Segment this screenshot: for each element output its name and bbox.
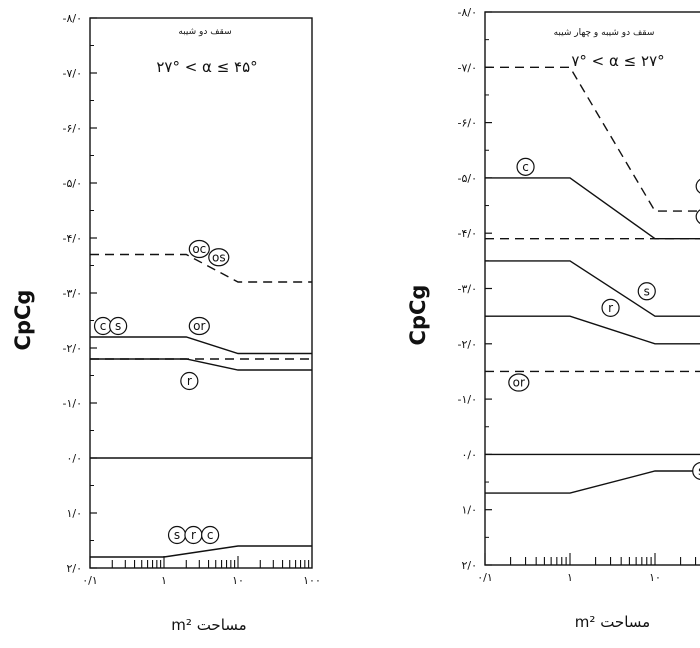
y-tick-label: ۱/۰ xyxy=(66,507,82,520)
x-tick-label: ۱۰ xyxy=(232,574,244,587)
series-tag-label: r xyxy=(187,374,192,388)
series-tag-label: r xyxy=(191,528,196,542)
y-tick-label: -۸/۰ xyxy=(458,6,478,19)
y-axis-label: CpCg xyxy=(11,290,35,351)
series-tag-circle xyxy=(508,373,530,392)
series-line-oc-os xyxy=(90,253,312,283)
series-tag-label: s xyxy=(174,528,180,542)
y-tick-label: -۶/۰ xyxy=(63,122,83,135)
series-tag-label: c xyxy=(522,160,529,174)
series-line-s-r-c xyxy=(90,545,312,558)
chart-panel-1: -۸/۰ -۷/۰ -۶/۰ -۵/۰ -۴/۰ -۳/۰ -۲/۰ -۱/۰ ۰/۰ ۱/۰ ۲/… xyxy=(11,12,321,634)
y-tick-label: -۵/۰ xyxy=(63,177,83,190)
y-tick-label: ۲/۰ xyxy=(461,559,477,572)
y-tick-label: -۶/۰ xyxy=(458,117,478,130)
x-axis-label: m² مساحت xyxy=(171,616,246,634)
x-tick-label: ۰/۱ xyxy=(82,574,98,587)
y-tick-label: ۰/۰ xyxy=(461,448,477,461)
series-tag-circle xyxy=(516,157,535,176)
series-line-c xyxy=(485,177,700,240)
series-tag-label: c xyxy=(100,319,107,333)
y-tick-label: ۱/۰ xyxy=(461,504,477,517)
y-tick-label: -۷/۰ xyxy=(458,61,478,74)
y-tick-label: -۱/۰ xyxy=(458,393,478,406)
series-tag-circle xyxy=(208,248,230,267)
series-tag-circle xyxy=(637,282,656,301)
series-tag-circle xyxy=(692,461,700,481)
y-tick-label: -۵/۰ xyxy=(458,172,478,185)
series-tag-circle xyxy=(188,316,210,336)
series-tag-circle xyxy=(695,209,700,225)
y-tick-label: ۰/۰ xyxy=(66,452,82,465)
series-tag-circle xyxy=(188,239,210,259)
y-axis-label: CpCg xyxy=(406,285,430,346)
series-line-r xyxy=(90,358,312,371)
x-tick-label: ۱۰۰ xyxy=(303,574,321,587)
plot-frame xyxy=(89,17,313,569)
y-tick-label: -۴/۰ xyxy=(458,227,478,240)
series-tag-label: oc xyxy=(192,242,206,256)
series-line-c-s xyxy=(90,336,312,355)
x-tick-label: ۱ xyxy=(567,571,573,584)
x-tick-label: ۱ xyxy=(161,574,167,587)
series-tag-circle xyxy=(601,298,620,317)
series-tag-circle xyxy=(180,371,199,391)
series-tag-label: s xyxy=(644,284,650,298)
series-tag-circle xyxy=(695,178,700,194)
series-tag-label: or xyxy=(513,376,525,390)
y-tick-label: ۲/۰ xyxy=(66,562,82,575)
panel-title: سقف دو شیبه و چهار شیبه xyxy=(554,28,655,38)
x-axis-label: m² مساحت xyxy=(575,613,650,631)
series-tag-label: or xyxy=(193,319,205,333)
x-tick-label: ۰/۱ xyxy=(477,571,493,584)
x-tick-label: ۱۰ xyxy=(649,571,661,584)
series-tag-circle xyxy=(201,525,220,545)
series-tag-label: r xyxy=(608,301,613,315)
y-tick-label: -۳/۰ xyxy=(458,283,478,296)
plot-frame xyxy=(484,11,700,566)
angle-range: ۷° < α ≤ ۲۷° xyxy=(571,52,664,70)
series-tag-label: c xyxy=(207,528,214,542)
y-tick-label: -۴/۰ xyxy=(63,232,83,245)
series-line-oc xyxy=(485,66,700,212)
y-tick-label: -۲/۰ xyxy=(458,338,478,351)
series-tag-circle xyxy=(109,316,128,336)
series-line-r xyxy=(485,315,700,345)
series-line-s-r-c xyxy=(485,470,700,494)
panel-title: سقف دو شیبه xyxy=(178,27,231,37)
y-tick-label: -۳/۰ xyxy=(63,287,83,300)
series-line-s xyxy=(485,260,700,317)
chart-panel-2: -۸/۰ -۷/۰ -۶/۰ -۵/۰ -۴/۰ -۳/۰ -۲/۰ -۱/۰ ۰/۰ ۱/۰ ۲/… xyxy=(406,6,700,631)
y-tick-label: -۸/۰ xyxy=(63,12,83,25)
series-tag-label: s xyxy=(698,464,700,478)
y-tick-label: -۱/۰ xyxy=(63,397,83,410)
series-tag-label: s xyxy=(115,319,121,333)
series-tag-label: os xyxy=(212,250,226,264)
y-tick-label: -۷/۰ xyxy=(63,67,83,80)
y-tick-label: -۲/۰ xyxy=(63,342,83,355)
angle-range: ۲۷° < α ≤ ۴۵° xyxy=(156,58,257,76)
